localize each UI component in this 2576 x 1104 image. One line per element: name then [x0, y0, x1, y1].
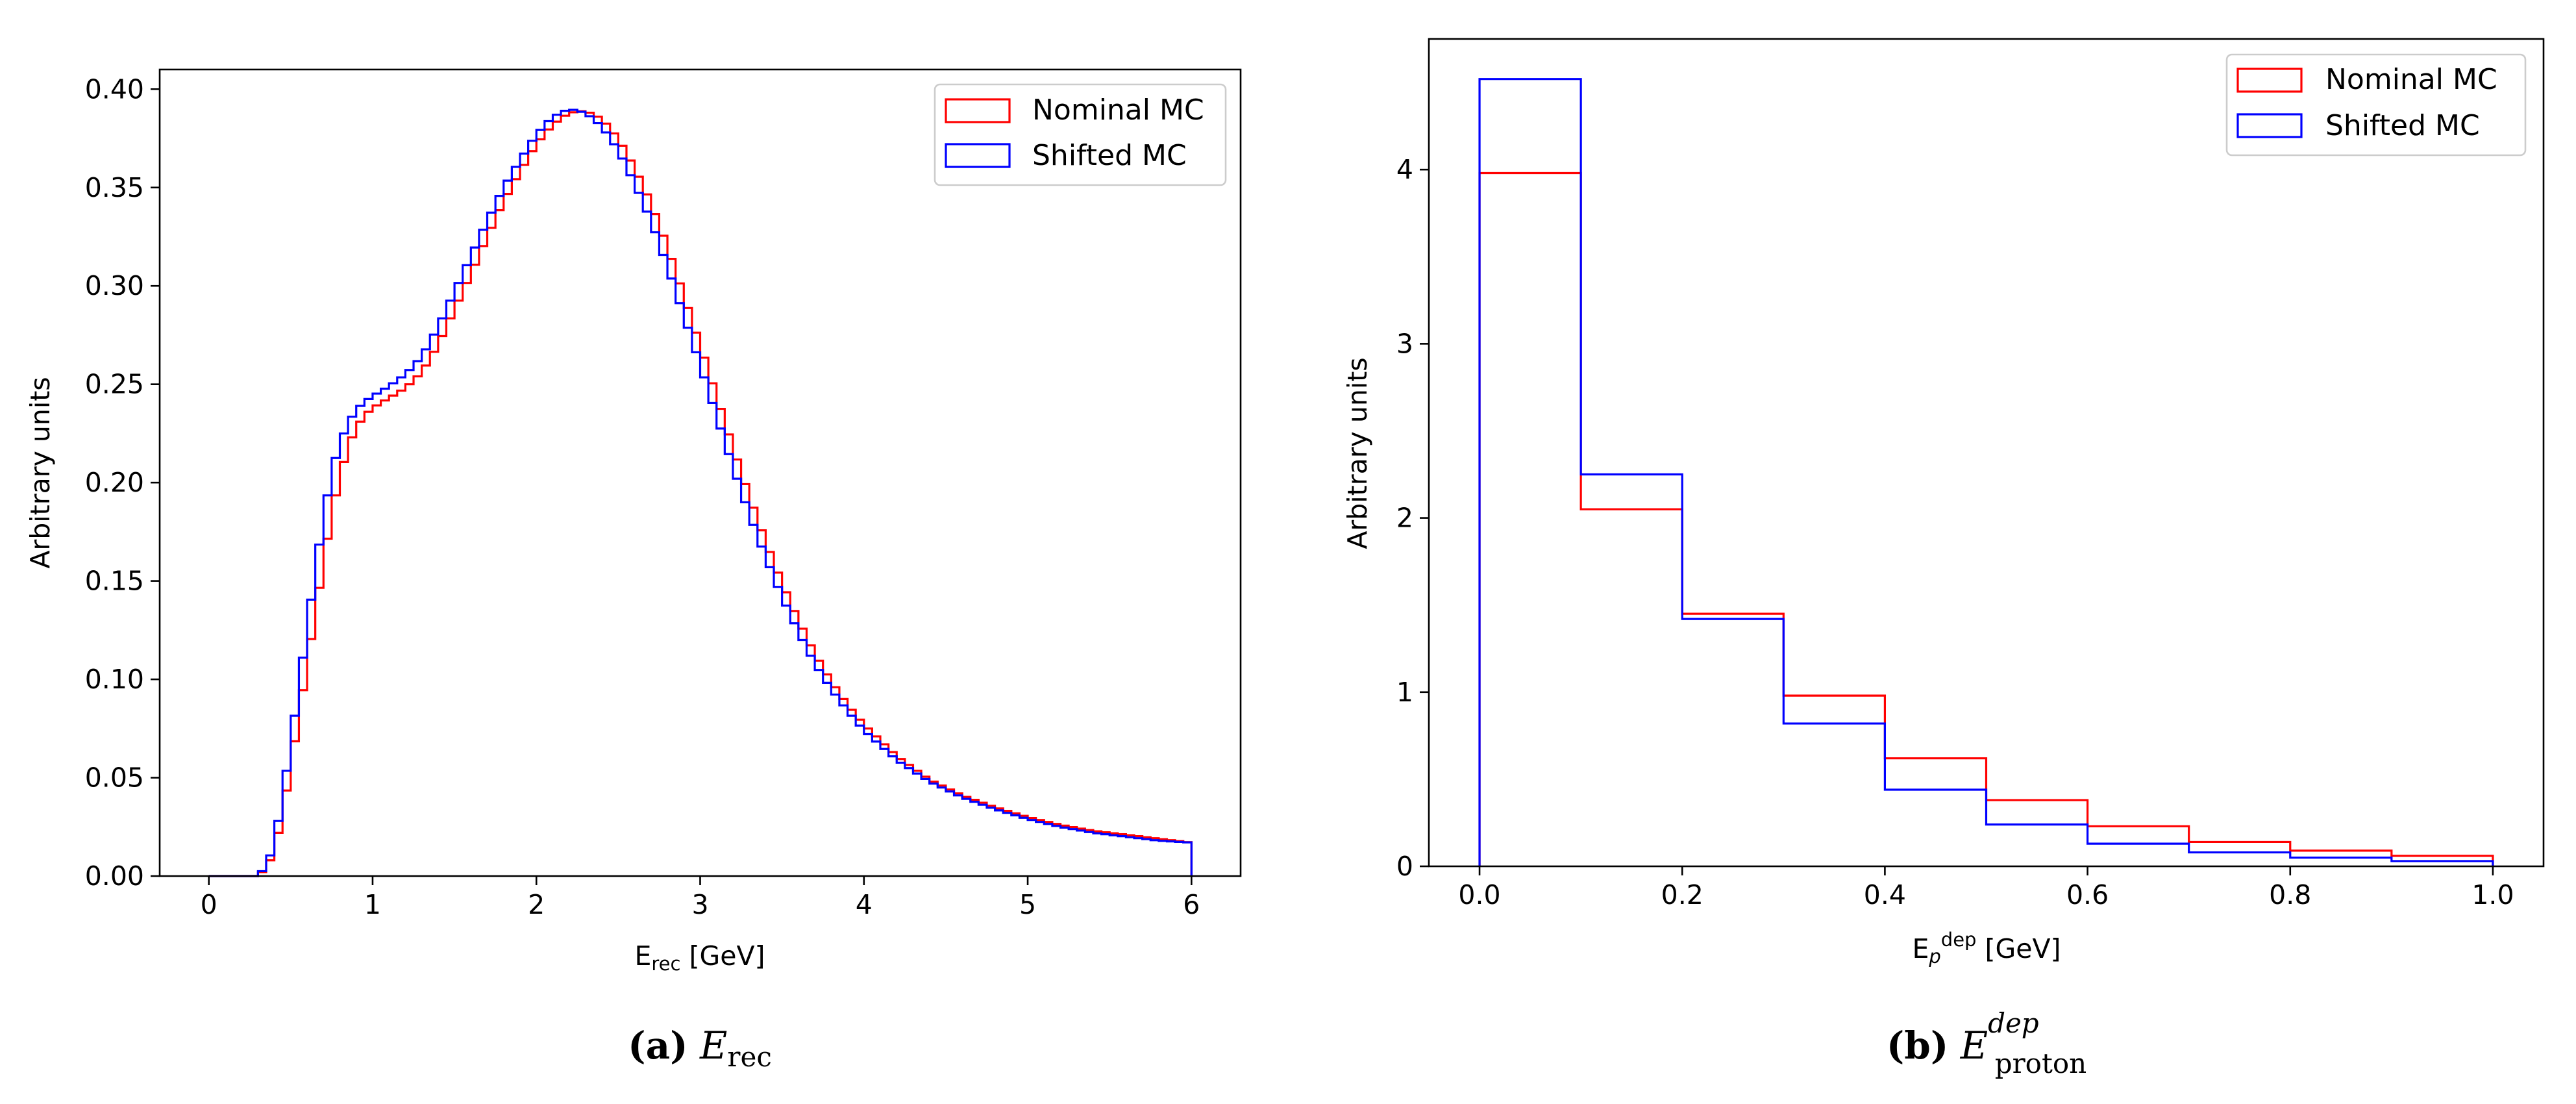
- panel-b-y-axis-title: Arbitrary units: [1342, 357, 1373, 549]
- panel-a-legend-swatch-nominal: [945, 98, 1011, 123]
- panel-a-series-shifted-mc: [208, 108, 1193, 877]
- panel-a-y-tick-label: 0.00: [85, 860, 144, 892]
- panel-a-x-tick-label: 2: [528, 889, 545, 920]
- panel-a-plot-frame: [158, 68, 1242, 877]
- panel-b-y-tick-label: 2: [1396, 503, 1413, 534]
- panel-b-x-tick-label: 0.0: [1458, 879, 1500, 910]
- panel-a-y-ticks: 0.00 0.05 0.10 0.15 0.20 0.25 0.30 0.35 0.40: [85, 73, 160, 892]
- panel-b-x-tick-label: 0.2: [1661, 879, 1703, 910]
- panel-b-caption: (b) Edep proton: [1887, 1007, 2087, 1079]
- panel-b-series-nominal-mc: [1478, 171, 2494, 866]
- panel-b-series: [1478, 78, 2494, 866]
- panel-a-y-tick-label: 0.35: [85, 172, 144, 203]
- panel-a-y-axis-title: Arbitrary units: [25, 377, 56, 568]
- panel-b-y-ticks: 0 1 2 3 4: [1396, 154, 1429, 882]
- panel-a-x-tick-label: 0: [201, 889, 217, 920]
- panel-a-x-ticks: 0 1 2 3 4 5 6: [201, 876, 1200, 920]
- panel-a-y-tick-label: 0.20: [85, 467, 144, 498]
- panel-a-x-tick-label: 3: [691, 889, 708, 920]
- panel-a-legend-swatch-shifted: [945, 143, 1011, 168]
- panel-a-x-tick-label: 5: [1019, 889, 1036, 920]
- panel-b-legend-label-shifted: Shifted MC: [2325, 109, 2480, 142]
- panel-a-x-tick-label: 4: [856, 889, 873, 920]
- panel-b-legend-label-nominal: Nominal MC: [2325, 63, 2497, 96]
- panel-b-x-tick-label: 0.8: [2269, 879, 2311, 910]
- panel-a-y-tick-label: 0.30: [85, 270, 144, 301]
- panel-a-x-axis-title: Erec [GeV]: [634, 940, 765, 975]
- panel-b-legend-swatch-shifted: [2236, 113, 2303, 138]
- panel-a-erec: 0 1 2 3 4 5 6 0.00 0.05 0.10 0.15 0.20 0.25 0.30 0.35…: [25, 68, 1242, 1073]
- panel-b-y-tick-label: 4: [1396, 154, 1413, 185]
- panel-a-x-tick-label: 1: [364, 889, 381, 920]
- panel-b-legend-swatch-nominal: [2236, 68, 2303, 93]
- panel-b-plot-frame: [1428, 38, 2545, 868]
- panel-b-y-tick-label: 3: [1396, 328, 1413, 359]
- panel-b-x-tick-label: 0.4: [1864, 879, 1906, 910]
- panel-a-y-tick-label: 0.10: [85, 664, 144, 695]
- panel-a-x-tick-label: 6: [1183, 889, 1200, 920]
- panel-a-series-nominal-mc: [208, 110, 1193, 877]
- panel-a-legend: Nominal MC Shifted MC: [934, 83, 1227, 186]
- panel-b-legend: Nominal MC Shifted MC: [2225, 53, 2527, 157]
- panel-a-y-tick-label: 0.05: [85, 762, 144, 794]
- panel-b-x-axis-title: Epdep [GeV]: [1912, 929, 2061, 968]
- panel-a-y-tick-label: 0.40: [85, 73, 144, 105]
- panel-b-y-tick-label: 1: [1396, 677, 1413, 708]
- panel-a-legend-box: [934, 83, 1227, 186]
- panel-b-y-tick-label: 0: [1396, 851, 1413, 882]
- panel-b-series-shifted-mc: [1478, 78, 2494, 866]
- panel-a-legend-label-shifted: Shifted MC: [1032, 139, 1187, 172]
- panel-b-x-ticks: 0.0 0.2 0.4 0.6 0.8 1.0: [1458, 866, 2514, 910]
- panel-a-legend-label-nominal: Nominal MC: [1032, 94, 1204, 127]
- panel-a-y-tick-label: 0.25: [85, 369, 144, 400]
- panel-a-caption: (a) Erec: [628, 1023, 772, 1073]
- panel-b-x-tick-label: 0.6: [2066, 879, 2109, 910]
- panel-a-series: [208, 108, 1193, 877]
- panel-b-eproton-dep: 0.0 0.2 0.4 0.6 0.8 1.0 0 1 2 3 4 Epdep [GeV] Arb…: [1342, 38, 2545, 1079]
- panel-b-x-tick-label: 1.0: [2471, 879, 2514, 910]
- panel-a-y-tick-label: 0.15: [85, 566, 144, 597]
